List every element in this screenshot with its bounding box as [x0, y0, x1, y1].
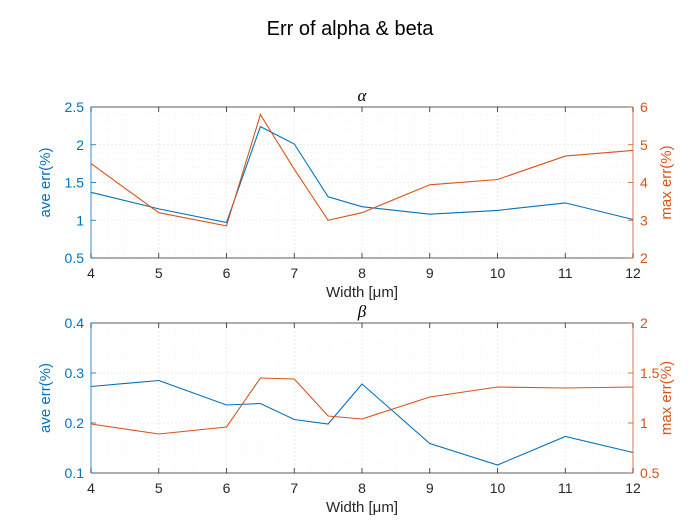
left-y-tick-label: 0.4 [65, 315, 85, 331]
series-line-right [90, 377, 634, 435]
left-y-tick-label: 0.3 [65, 365, 85, 381]
subplot-title: β [357, 302, 367, 321]
grid [91, 323, 633, 473]
left-y-tick-label: 0.1 [65, 465, 85, 481]
x-tick-label: 7 [290, 480, 298, 496]
right-y-tick-label: 2 [640, 315, 648, 331]
x-tick-label: 10 [490, 480, 506, 496]
right-y-axis-label: max err(%) [658, 361, 675, 435]
right-y-tick-label: 1.5 [640, 365, 660, 381]
x-tick-label: 4 [87, 265, 95, 281]
left-y-axis-label: ave err(%) [37, 363, 54, 433]
x-tick-label: 8 [358, 480, 366, 496]
alpha-axes: 4 5 6 7 8 9 10 11 12 0.5 1 1.5 2 2.5 2 3 4 5 6 α Width [μm] a… [37, 86, 675, 301]
x-tick-label: 7 [290, 265, 298, 281]
left-y-axis-label: ave err(%) [37, 147, 54, 217]
left-y-tick-label: 0.2 [65, 415, 85, 431]
x-tick-label: 5 [155, 265, 163, 281]
series-line-left [90, 125, 634, 224]
x-tick-label: 8 [358, 265, 366, 281]
left-y-tick-label: 2 [76, 137, 84, 153]
x-tick-label: 11 [558, 480, 573, 496]
x-tick-label: 11 [558, 265, 573, 281]
right-y-tick-label: 0.5 [640, 465, 660, 481]
subplot-title: α [358, 86, 368, 105]
left-y-tick-label: 0.5 [65, 250, 85, 266]
beta-axes: 4 5 6 7 8 9 10 11 12 0.1 0.2 0.3 0.4 0.5 1 1.5 2 β Width [… [37, 302, 675, 516]
right-y-axis-label: max err(%) [658, 145, 675, 219]
left-y-tick-label: 2.5 [65, 99, 85, 115]
figure-title: Err of alpha & beta [267, 18, 435, 40]
x-axis-label: Width [μm] [326, 284, 398, 301]
x-axis-label: Width [μm] [326, 499, 398, 516]
left-y-tick-label: 1.5 [65, 175, 85, 191]
x-tick-label: 12 [625, 480, 641, 496]
right-y-tick-label: 4 [640, 175, 648, 191]
x-tick-label: 5 [155, 480, 163, 496]
series-line-left [90, 379, 634, 466]
right-y-tick-label: 2 [640, 250, 648, 266]
right-y-tick-label: 1 [640, 415, 648, 431]
plot-area [91, 323, 633, 473]
right-y-tick-label: 5 [640, 137, 648, 153]
right-y-tick-label: 6 [640, 99, 648, 115]
left-y-tick-label: 1 [76, 212, 84, 228]
x-tick-label: 6 [223, 265, 231, 281]
x-tick-label: 12 [625, 265, 641, 281]
x-tick-label: 10 [490, 265, 506, 281]
x-tick-label: 6 [223, 480, 231, 496]
x-tick-label: 9 [426, 265, 434, 281]
x-tick-label: 4 [87, 480, 95, 496]
x-tick-label: 9 [426, 480, 434, 496]
right-y-tick-label: 3 [640, 212, 648, 228]
series-line-right [90, 113, 634, 227]
